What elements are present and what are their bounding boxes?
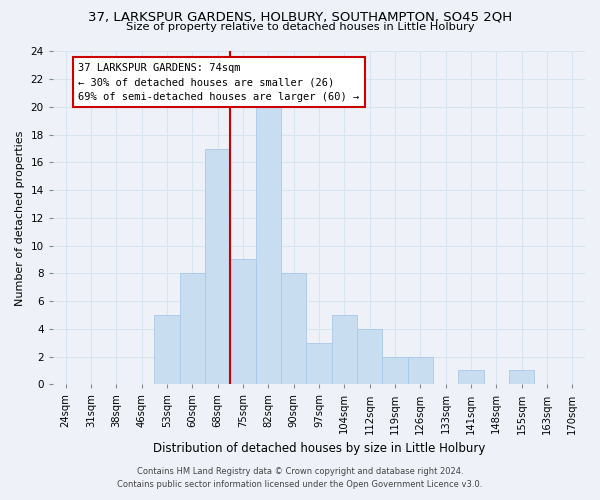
Y-axis label: Number of detached properties: Number of detached properties <box>15 130 25 306</box>
Text: 37 LARKSPUR GARDENS: 74sqm
← 30% of detached houses are smaller (26)
69% of semi: 37 LARKSPUR GARDENS: 74sqm ← 30% of deta… <box>78 62 359 102</box>
Bar <box>306 342 332 384</box>
Text: 37, LARKSPUR GARDENS, HOLBURY, SOUTHAMPTON, SO45 2QH: 37, LARKSPUR GARDENS, HOLBURY, SOUTHAMPT… <box>88 11 512 24</box>
Bar <box>407 356 433 384</box>
Text: Size of property relative to detached houses in Little Holbury: Size of property relative to detached ho… <box>125 22 475 32</box>
Bar <box>230 260 256 384</box>
Bar <box>205 148 230 384</box>
Bar <box>357 329 382 384</box>
Bar <box>281 274 306 384</box>
Text: Contains HM Land Registry data © Crown copyright and database right 2024.
Contai: Contains HM Land Registry data © Crown c… <box>118 468 482 489</box>
X-axis label: Distribution of detached houses by size in Little Holbury: Distribution of detached houses by size … <box>153 442 485 455</box>
Bar <box>509 370 535 384</box>
Bar <box>154 315 179 384</box>
Bar <box>332 315 357 384</box>
Bar <box>458 370 484 384</box>
Bar <box>256 107 281 384</box>
Bar <box>382 356 407 384</box>
Bar <box>179 274 205 384</box>
